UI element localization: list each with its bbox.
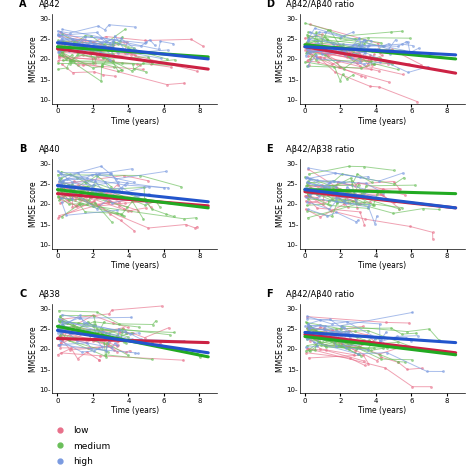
- Text: C: C: [19, 289, 27, 299]
- Y-axis label: MMSE score: MMSE score: [29, 326, 38, 372]
- Text: Aβ42/Aβ40 ratio: Aβ42/Aβ40 ratio: [286, 290, 355, 299]
- X-axis label: Time (years): Time (years): [358, 262, 406, 271]
- Y-axis label: MMSE score: MMSE score: [276, 36, 285, 82]
- Y-axis label: MMSE score: MMSE score: [276, 181, 285, 227]
- X-axis label: Time (years): Time (years): [358, 406, 406, 415]
- Text: B: B: [19, 144, 27, 154]
- X-axis label: Time (years): Time (years): [110, 406, 159, 415]
- X-axis label: Time (years): Time (years): [110, 117, 159, 126]
- Y-axis label: MMSE score: MMSE score: [276, 326, 285, 372]
- Text: D: D: [266, 0, 274, 9]
- Text: Aβ38: Aβ38: [39, 290, 61, 299]
- Text: A: A: [19, 0, 27, 9]
- Text: E: E: [266, 144, 273, 154]
- Text: F: F: [266, 289, 273, 299]
- Text: Aβ42: Aβ42: [39, 0, 61, 9]
- X-axis label: Time (years): Time (years): [358, 117, 406, 126]
- Legend: low, medium, high: low, medium, high: [47, 423, 114, 469]
- Y-axis label: MMSE score: MMSE score: [29, 181, 38, 227]
- Text: Aβ42/Aβ38 ratio: Aβ42/Aβ38 ratio: [286, 145, 355, 154]
- Text: Aβ40: Aβ40: [39, 145, 61, 154]
- Y-axis label: MMSE score: MMSE score: [29, 36, 38, 82]
- Text: Aβ42/Aβ40 ratio: Aβ42/Aβ40 ratio: [286, 0, 355, 9]
- X-axis label: Time (years): Time (years): [110, 262, 159, 271]
